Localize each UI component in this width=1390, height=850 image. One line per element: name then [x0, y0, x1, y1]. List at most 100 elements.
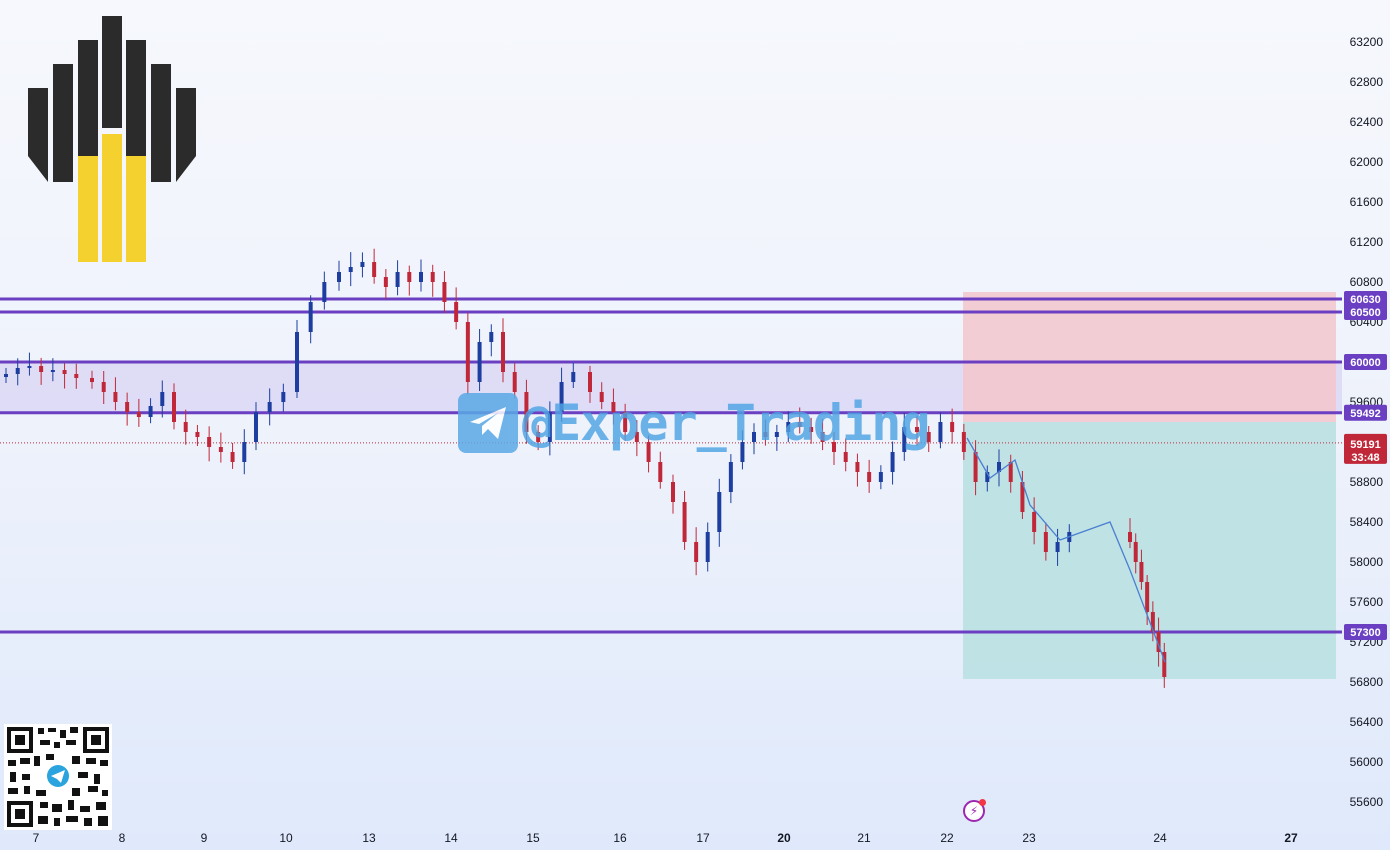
level-tag-text: 57300	[1350, 627, 1381, 639]
candle-body	[524, 392, 529, 432]
candle-body	[752, 432, 756, 442]
candle-body	[348, 267, 353, 272]
y-tick-label: 58400	[1350, 515, 1384, 529]
candle-body	[39, 366, 44, 372]
x-tick-label: 8	[119, 831, 126, 845]
projection-line	[966, 437, 1166, 663]
candle-body	[207, 437, 212, 447]
y-tick-label: 56000	[1350, 755, 1384, 769]
y-tick-label: 57600	[1350, 595, 1384, 609]
candle-body	[113, 392, 118, 402]
x-tick-label: 14	[444, 831, 458, 845]
level-tag-59492	[1344, 404, 1387, 421]
candle-body	[878, 472, 883, 482]
candle-body	[465, 322, 470, 382]
candle-body	[501, 332, 505, 372]
candle-body	[27, 366, 32, 368]
candle-body	[961, 432, 966, 452]
y-tick-label: 55600	[1350, 795, 1384, 809]
x-tick-label: 13	[362, 831, 376, 845]
candle-body	[671, 482, 675, 502]
candle-body	[938, 422, 943, 442]
level-tag-text: 60630	[1350, 294, 1381, 306]
candlestick-series	[4, 248, 1167, 688]
candle-body	[623, 412, 628, 432]
candle-body	[360, 262, 365, 267]
candle-body	[832, 442, 836, 452]
x-tick-label: 9	[201, 831, 208, 845]
y-tick-label: 56800	[1350, 675, 1384, 689]
candle-body	[489, 332, 494, 342]
candle-body	[634, 432, 639, 442]
candle-body	[786, 422, 791, 432]
x-tick-label: 24	[1153, 831, 1167, 845]
candle-body	[218, 447, 223, 452]
candle-body	[855, 462, 860, 472]
y-tick-label: 56400	[1350, 715, 1384, 729]
candle-body	[611, 402, 616, 412]
candle-body	[797, 422, 802, 427]
candle-body	[843, 452, 848, 462]
candle-body	[101, 382, 106, 392]
take-profit-zone	[963, 422, 1336, 679]
candle-body	[1133, 542, 1138, 562]
candle-body	[682, 502, 687, 542]
candle-body	[281, 392, 286, 402]
candle-body	[1055, 542, 1060, 552]
horizontal-levels[interactable]	[0, 297, 1342, 634]
x-tick-label: 15	[526, 831, 540, 845]
y-tick-label: 62000	[1350, 155, 1384, 169]
candle-body	[774, 432, 779, 437]
candle-body	[183, 422, 188, 432]
candle-body	[372, 262, 377, 277]
candle-body	[1020, 482, 1025, 512]
y-tick-label: 62800	[1350, 75, 1384, 89]
candle-body	[997, 462, 1001, 472]
candle-body	[717, 492, 722, 532]
time-axis[interactable]: 7 8 9 10 13 14 15 16 17 20 21 22 23 24 27	[33, 831, 1298, 845]
candle-body	[1128, 532, 1132, 542]
price-axis[interactable]: 6320062800624006200061600612006080060400…	[1350, 35, 1384, 809]
candle-body	[902, 427, 907, 452]
candle-body	[646, 442, 651, 462]
telegram-qr-code-icon	[4, 724, 112, 830]
candle-body	[295, 332, 299, 392]
current-price-label: 59191	[1350, 439, 1381, 451]
candle-body	[547, 412, 552, 442]
candle-body	[985, 472, 990, 482]
candle-body	[172, 392, 176, 422]
candle-body	[395, 272, 400, 287]
countdown-label: 33:48	[1351, 452, 1379, 464]
candle-body	[973, 452, 978, 482]
candle-body	[242, 442, 247, 462]
candle-body	[267, 402, 272, 412]
x-tick-label: 7	[33, 831, 40, 845]
level-tag-60000	[1344, 354, 1387, 370]
candle-body	[195, 432, 200, 437]
candle-body	[728, 462, 733, 492]
x-tick-label: 16	[613, 831, 627, 845]
candle-body	[4, 374, 8, 377]
candle-body	[1156, 632, 1161, 652]
candle-body	[809, 427, 814, 432]
y-tick-label: 60800	[1350, 275, 1384, 289]
x-tick-label: 27	[1284, 831, 1298, 845]
level-tag-text: 59492	[1350, 408, 1381, 420]
lightning-icon[interactable]: ⚡	[963, 799, 986, 822]
candle-body	[1150, 612, 1155, 632]
candle-body	[1139, 562, 1144, 582]
level-tag-text: 60500	[1350, 307, 1381, 319]
candle-body	[160, 392, 165, 406]
candle-body	[512, 372, 517, 392]
candle-body	[254, 412, 258, 442]
level-tag-60500	[1344, 304, 1387, 320]
candle-body	[867, 472, 872, 482]
candle-body	[763, 432, 768, 437]
x-tick-label: 23	[1022, 831, 1036, 845]
candle-body	[694, 542, 699, 562]
chart-zones	[0, 292, 1342, 679]
stop-loss-zone	[963, 292, 1336, 422]
y-tick-label: 62400	[1350, 115, 1384, 129]
candle-body	[571, 372, 576, 382]
